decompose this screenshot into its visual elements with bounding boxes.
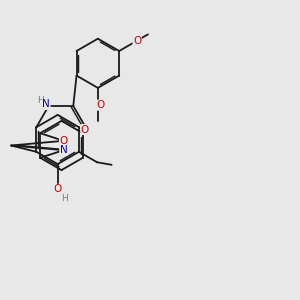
Text: N: N [42, 99, 50, 110]
Text: H: H [61, 194, 68, 203]
Text: O: O [59, 136, 68, 146]
Text: O: O [97, 100, 105, 110]
Text: O: O [133, 36, 141, 46]
Text: O: O [53, 184, 61, 194]
Text: N: N [60, 145, 68, 155]
Text: O: O [81, 124, 89, 135]
Text: H: H [37, 96, 44, 105]
